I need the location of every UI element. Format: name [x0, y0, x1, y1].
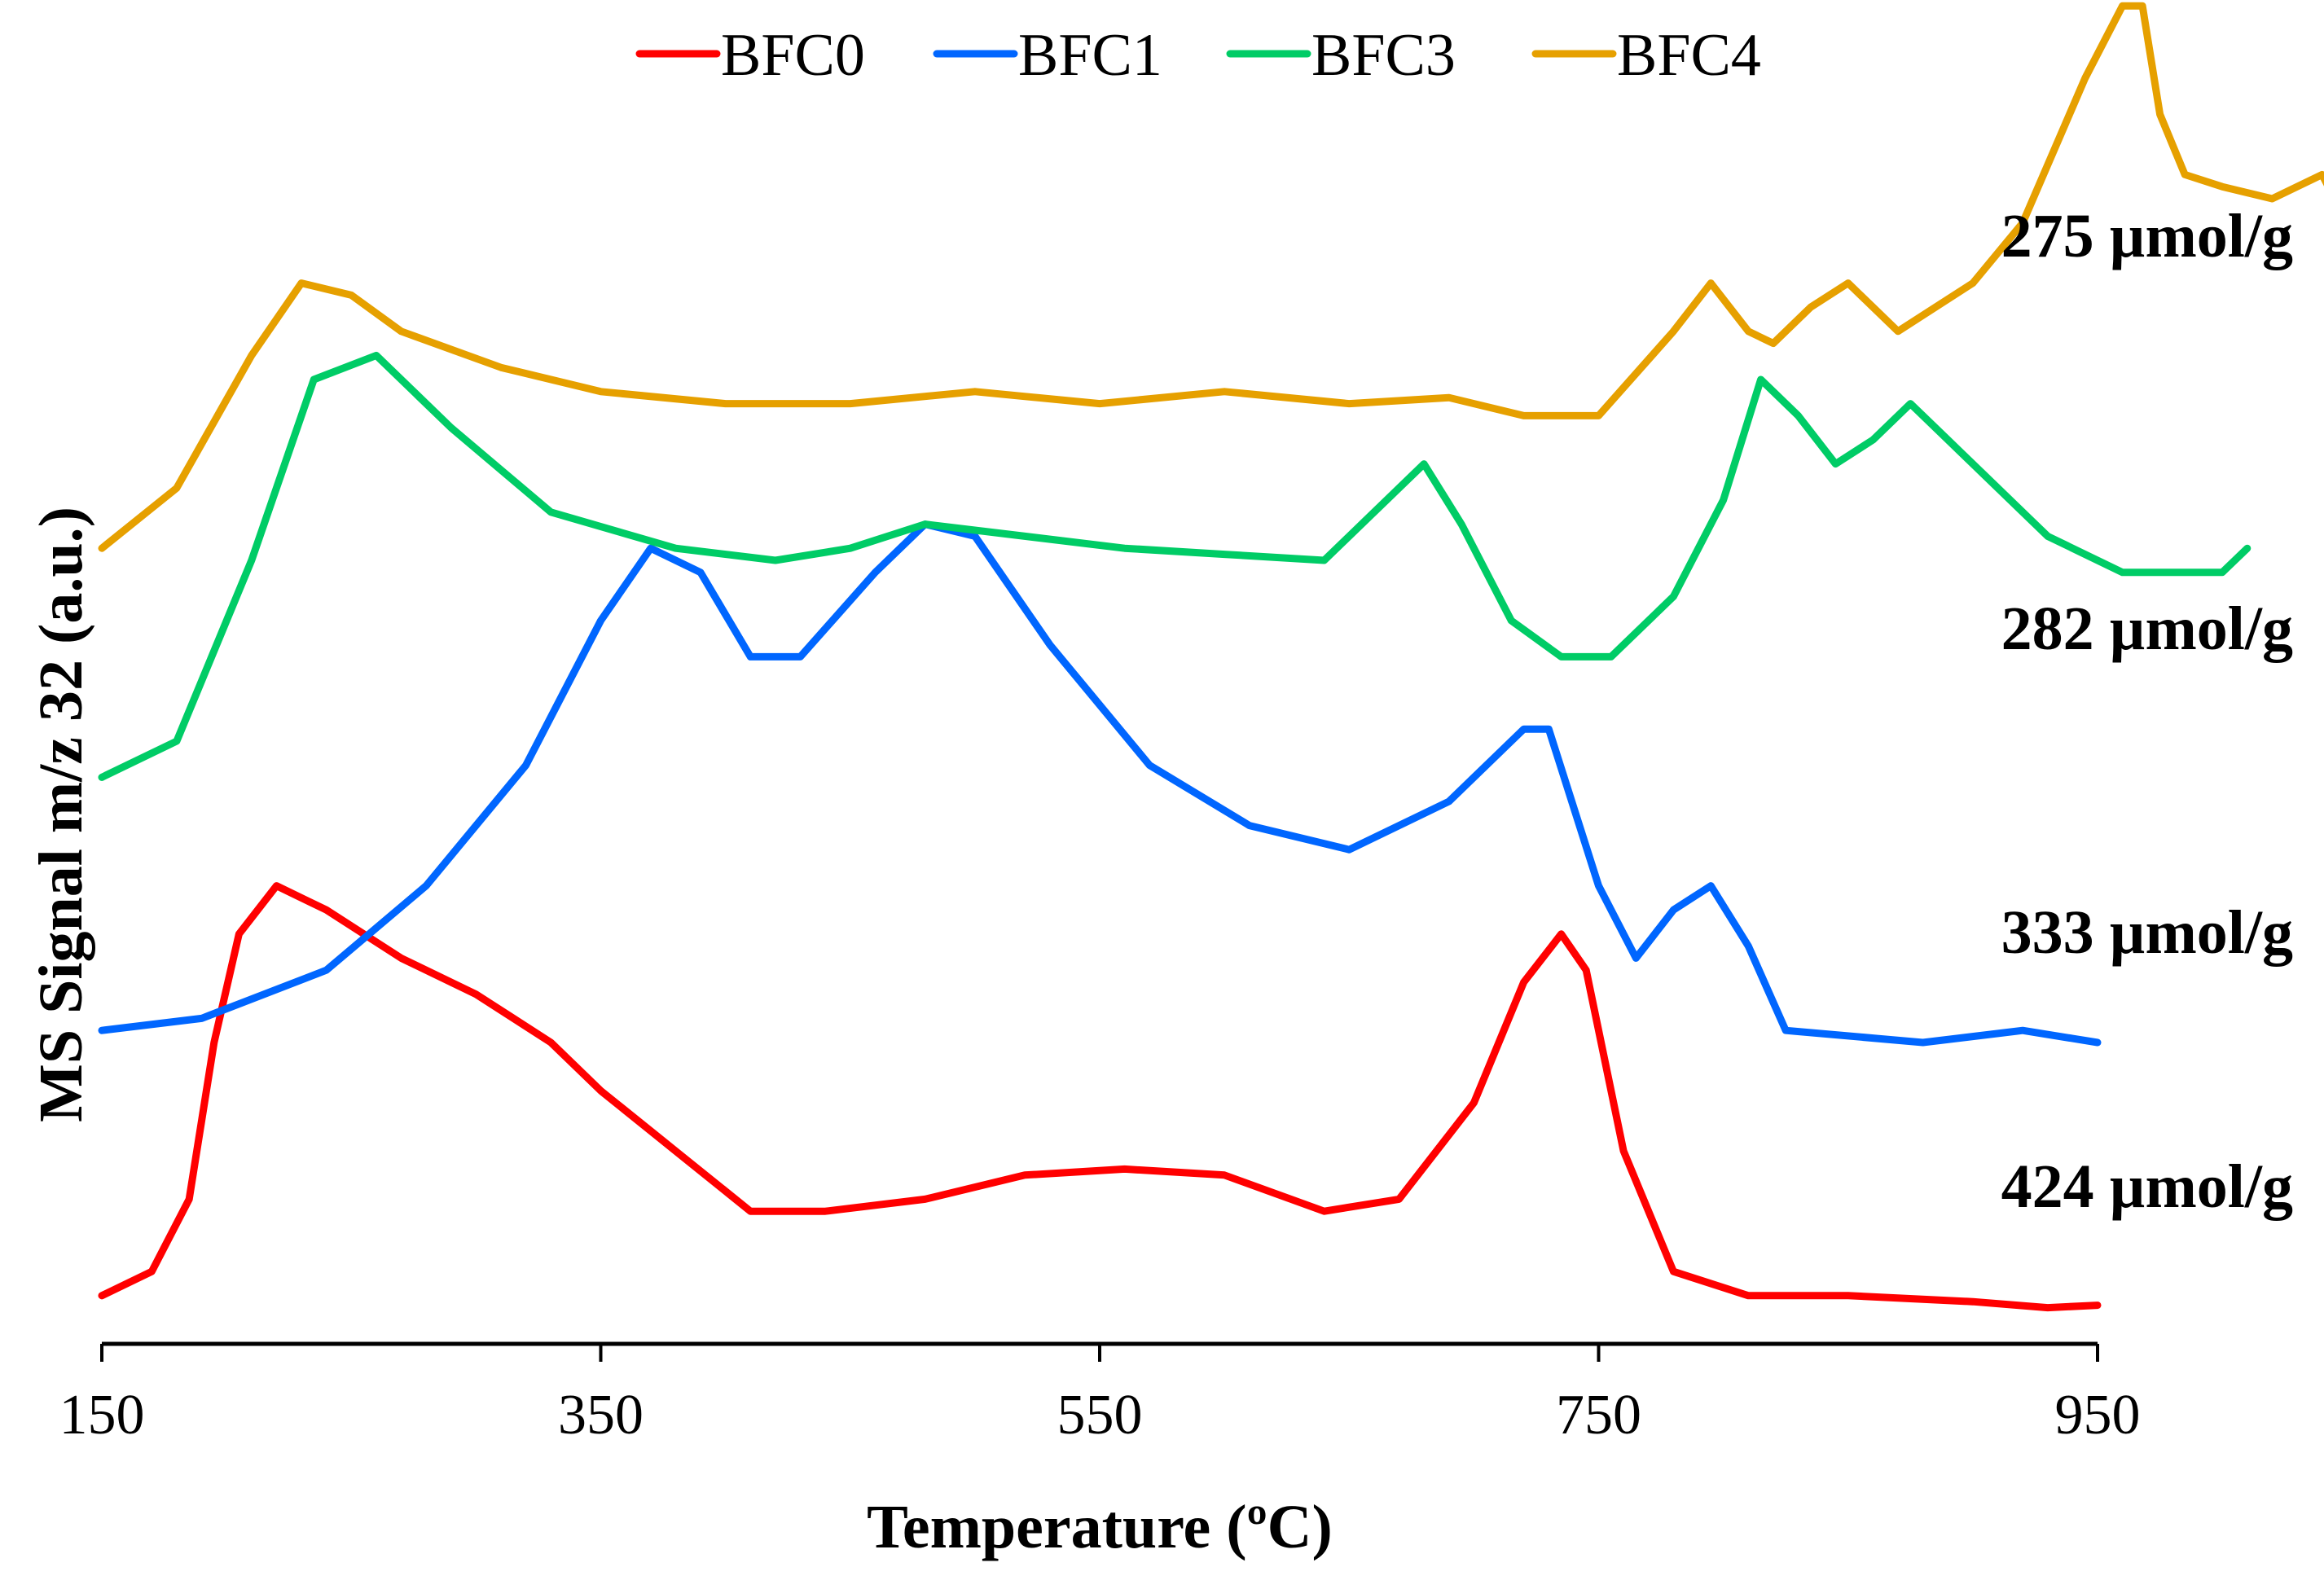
series-line-bfc1: [98, 520, 2102, 1047]
x-axis-ticks: 150 350 550 750 950: [59, 1344, 2141, 1446]
annotation-bfc4: 275 µmol/g: [2001, 202, 2293, 270]
legend: BFC0 BFC1 BFC3 BFC4: [635, 22, 1761, 89]
annotation-bfc0: 424 µmol/g: [2001, 1152, 2293, 1221]
legend-label-bfc4: BFC4: [1617, 22, 1761, 89]
x-tick-label: 150: [59, 1384, 145, 1446]
series-line-bfc0: [98, 882, 2102, 1312]
legend-label-bfc3: BFC3: [1311, 22, 1456, 89]
x-tick-label: 750: [1556, 1384, 1641, 1446]
x-axis-title: Temperature (ºC): [867, 1493, 1333, 1561]
annotation-bfc3: 282 µmol/g: [2001, 595, 2293, 663]
x-tick-label: 350: [558, 1384, 644, 1446]
x-tick-label: 550: [1057, 1384, 1143, 1446]
x-tick-label: 950: [2055, 1384, 2141, 1446]
series-line-bfc3: [98, 351, 2252, 781]
legend-label-bfc0: BFC0: [721, 22, 865, 89]
annotation-bfc1: 333 µmol/g: [2001, 898, 2293, 967]
series-line-bfc4: [98, 2, 2324, 552]
y-axis-title: MS Signal m/z 32 (a.u.): [27, 507, 95, 1122]
legend-label-bfc1: BFC1: [1018, 22, 1162, 89]
plot-area: 424 µmol/g 333 µmol/g 282 µmol/g 275 µmol/g: [98, 2, 2324, 1312]
